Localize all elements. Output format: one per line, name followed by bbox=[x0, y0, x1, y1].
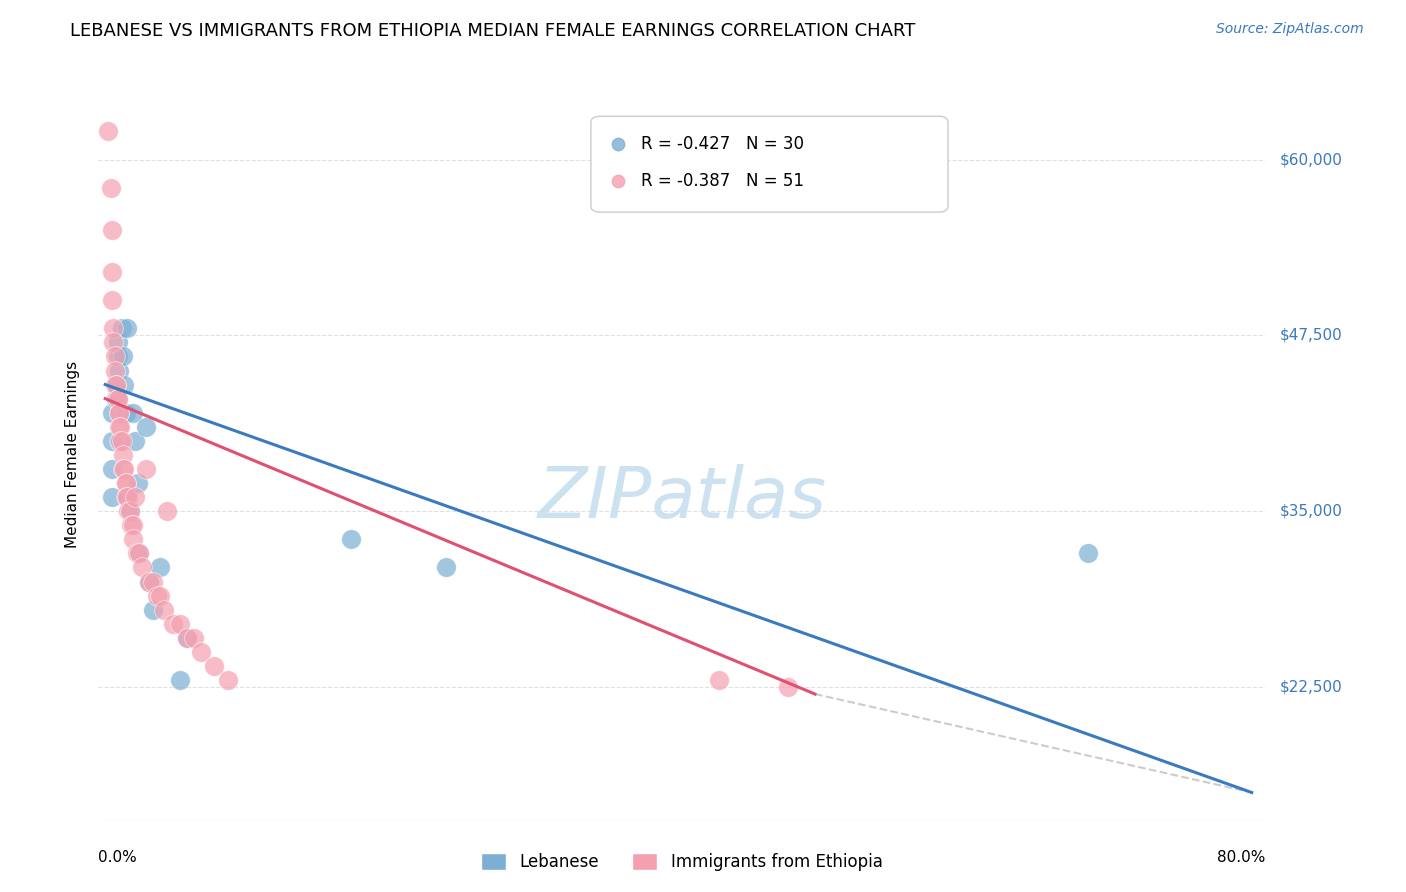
Point bbox=[97, 124, 120, 138]
Point bbox=[107, 392, 129, 406]
Point bbox=[111, 350, 134, 364]
Y-axis label: Median Female Earnings: Median Female Earnings bbox=[65, 361, 80, 549]
Point bbox=[115, 321, 138, 335]
Point bbox=[118, 504, 141, 518]
Point bbox=[121, 518, 143, 533]
Point bbox=[108, 419, 131, 434]
FancyBboxPatch shape bbox=[591, 116, 948, 212]
Point bbox=[108, 434, 131, 448]
Point bbox=[138, 574, 160, 589]
Legend: Lebanese, Immigrants from Ethiopia: Lebanese, Immigrants from Ethiopia bbox=[474, 847, 890, 878]
Point bbox=[149, 589, 172, 603]
Point bbox=[436, 560, 458, 574]
Point bbox=[100, 180, 122, 194]
Point bbox=[156, 504, 179, 518]
Point bbox=[120, 518, 142, 533]
Point bbox=[110, 419, 132, 434]
Point bbox=[104, 363, 127, 377]
Text: $47,500: $47,500 bbox=[1279, 328, 1343, 343]
Point bbox=[112, 377, 135, 392]
Text: 0.0%: 0.0% bbox=[98, 850, 138, 865]
Point bbox=[124, 434, 146, 448]
Point bbox=[101, 490, 124, 504]
Text: 80.0%: 80.0% bbox=[1218, 850, 1265, 865]
Point bbox=[340, 533, 363, 547]
Point bbox=[108, 406, 131, 420]
Text: $35,000: $35,000 bbox=[1279, 504, 1343, 518]
Point bbox=[107, 335, 129, 350]
Point bbox=[776, 680, 799, 694]
Point bbox=[114, 490, 136, 504]
Text: ZIPatlas: ZIPatlas bbox=[537, 465, 827, 533]
Text: $22,500: $22,500 bbox=[1279, 680, 1343, 695]
Point bbox=[111, 462, 134, 476]
Point bbox=[111, 321, 134, 335]
Point bbox=[115, 490, 138, 504]
Point bbox=[114, 476, 136, 491]
Point bbox=[204, 659, 226, 673]
Point bbox=[138, 574, 160, 589]
Point bbox=[131, 560, 153, 574]
Point bbox=[114, 476, 136, 491]
Point bbox=[105, 377, 128, 392]
Point bbox=[101, 293, 124, 308]
Point bbox=[128, 546, 150, 560]
Text: Source: ZipAtlas.com: Source: ZipAtlas.com bbox=[1216, 22, 1364, 37]
Point bbox=[125, 546, 148, 560]
Point bbox=[107, 392, 129, 406]
Point bbox=[176, 631, 198, 645]
Point bbox=[176, 631, 198, 645]
Point bbox=[124, 490, 146, 504]
Point bbox=[111, 434, 134, 448]
Point bbox=[103, 335, 125, 350]
Point bbox=[142, 602, 165, 616]
Point bbox=[103, 321, 125, 335]
Point bbox=[128, 546, 150, 560]
Point bbox=[1077, 546, 1099, 560]
Point bbox=[101, 223, 124, 237]
Point bbox=[101, 462, 124, 476]
Point bbox=[146, 589, 169, 603]
Point bbox=[217, 673, 239, 687]
Point bbox=[101, 265, 124, 279]
Point bbox=[149, 560, 172, 574]
Point bbox=[112, 462, 135, 476]
Point bbox=[142, 574, 165, 589]
Point bbox=[190, 645, 212, 659]
Point bbox=[709, 673, 731, 687]
Point bbox=[135, 462, 157, 476]
Point bbox=[101, 434, 124, 448]
Point bbox=[127, 476, 149, 491]
Point bbox=[121, 406, 143, 420]
Point bbox=[118, 504, 141, 518]
Point bbox=[104, 377, 127, 392]
Point bbox=[107, 350, 129, 364]
Point bbox=[105, 377, 128, 392]
Point bbox=[110, 434, 132, 448]
Point bbox=[162, 616, 184, 631]
Point bbox=[117, 490, 139, 504]
Point bbox=[104, 350, 127, 364]
Text: R = -0.427   N = 30: R = -0.427 N = 30 bbox=[641, 135, 804, 153]
Point bbox=[105, 392, 128, 406]
Point bbox=[108, 363, 131, 377]
Point bbox=[117, 504, 139, 518]
Point bbox=[135, 419, 157, 434]
Text: LEBANESE VS IMMIGRANTS FROM ETHIOPIA MEDIAN FEMALE EARNINGS CORRELATION CHART: LEBANESE VS IMMIGRANTS FROM ETHIOPIA MED… bbox=[70, 22, 915, 40]
Point bbox=[169, 616, 191, 631]
Point bbox=[111, 448, 134, 462]
Point bbox=[169, 673, 191, 687]
Point bbox=[108, 406, 131, 420]
Text: R = -0.387   N = 51: R = -0.387 N = 51 bbox=[641, 171, 804, 190]
Point bbox=[121, 533, 143, 547]
Point bbox=[183, 631, 205, 645]
Point bbox=[114, 406, 136, 420]
Point bbox=[101, 406, 124, 420]
Text: $60,000: $60,000 bbox=[1279, 152, 1343, 167]
Point bbox=[153, 602, 176, 616]
